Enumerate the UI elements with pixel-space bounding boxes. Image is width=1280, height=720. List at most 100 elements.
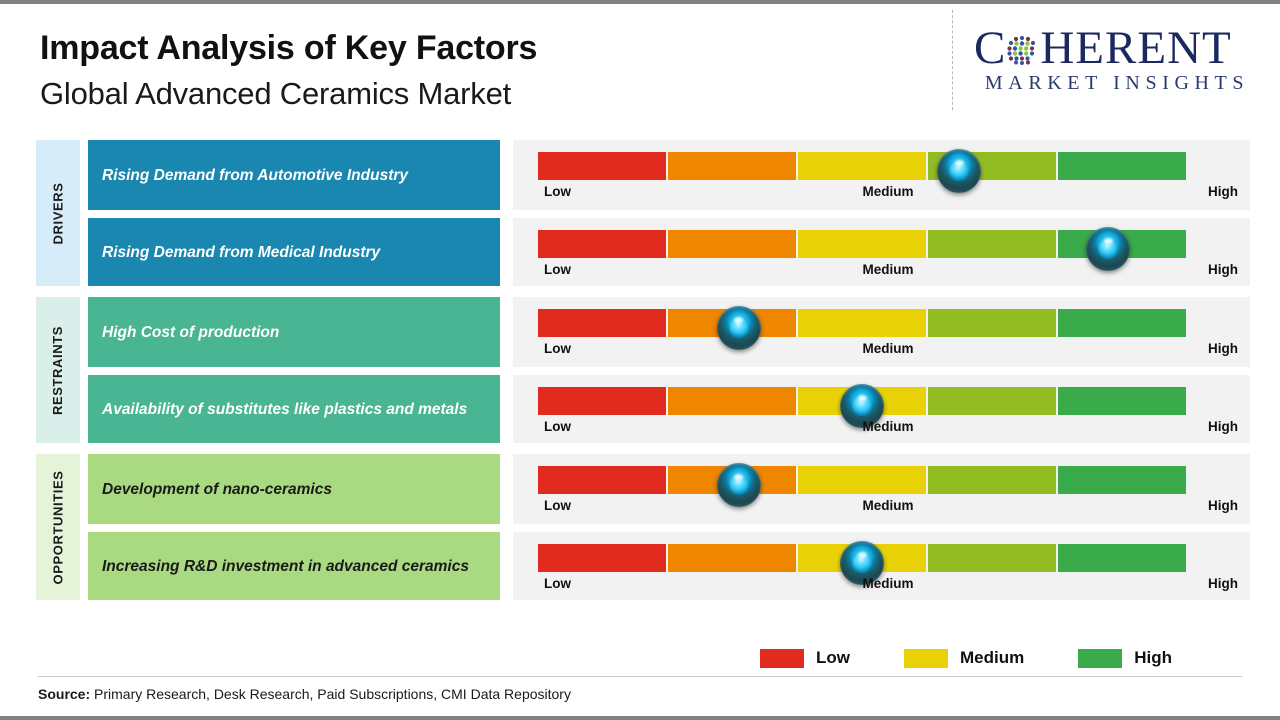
- source-label: Source:: [38, 686, 91, 702]
- logo-letter-c: C: [974, 21, 1006, 74]
- segment-medium-high: [928, 309, 1056, 337]
- source-note: Source: Primary Research, Desk Research,…: [38, 686, 571, 702]
- factor-text: Availability of substitutes like plastic…: [102, 400, 468, 418]
- scale-label-low: Low: [544, 419, 571, 434]
- segment-high: [1058, 152, 1186, 180]
- factor-column: Rising Demand from Automotive Industry R…: [88, 132, 500, 614]
- scale-label-high: High: [1208, 419, 1238, 434]
- segment-low: [538, 466, 666, 494]
- scale-label-medium: Medium: [862, 341, 914, 356]
- legend-swatch-low: [760, 648, 804, 668]
- scale-label-medium: Medium: [862, 419, 914, 434]
- impact-marker[interactable]: [716, 463, 761, 507]
- segment-medium-high: [928, 544, 1056, 572]
- gauge-column: Low Medium High Low Medium High: [513, 132, 1250, 614]
- impact-track: [538, 227, 1186, 271]
- segment-high: [1058, 466, 1186, 494]
- gauge-row[interactable]: Low Medium High: [513, 297, 1250, 367]
- logo-divider: [952, 10, 953, 110]
- factor-text: Development of nano-ceramics: [102, 480, 332, 498]
- segment-low-medium: [668, 152, 796, 180]
- factor-label-row[interactable]: High Cost of production: [88, 297, 500, 367]
- category-column: DRIVERS RESTRAINTS OPPORTUNITIES: [36, 132, 80, 614]
- legend-swatch-high: [1078, 648, 1123, 668]
- scale-labels: Low Medium High: [538, 184, 1238, 204]
- impact-marker[interactable]: [840, 541, 884, 585]
- scale-labels: Low Medium High: [538, 262, 1238, 282]
- scale-label-high: High: [1208, 184, 1238, 199]
- segment-low-medium: [668, 230, 796, 258]
- gauge-row[interactable]: Low Medium High: [513, 532, 1250, 600]
- impact-marker[interactable]: [1086, 227, 1131, 271]
- legend-label: Medium: [960, 648, 1025, 667]
- scale-label-low: Low: [544, 341, 571, 356]
- logo-tagline: MARKET INSIGHTS: [984, 72, 1250, 94]
- source-text: Primary Research, Desk Research, Paid Su…: [90, 686, 571, 702]
- logo-word-rest: HERENT: [1040, 21, 1232, 74]
- category-label: RESTRAINTS: [50, 325, 66, 415]
- segment-low: [538, 309, 666, 337]
- scale-label-high: High: [1208, 341, 1238, 356]
- bottom-border: [0, 716, 1280, 720]
- gauge-row[interactable]: Low Medium High: [513, 375, 1250, 443]
- factor-label-row[interactable]: Rising Demand from Automotive Industry: [88, 140, 500, 210]
- segment-medium-high: [928, 387, 1056, 415]
- legend-swatch-medium: [904, 648, 948, 668]
- scale-label-high: High: [1208, 576, 1238, 591]
- scale-label-low: Low: [544, 262, 571, 277]
- segment-low: [538, 387, 666, 415]
- legend-label: High: [1134, 648, 1173, 667]
- scale-label-medium: Medium: [862, 262, 914, 277]
- header: Impact Analysis of Key Factors Global Ad…: [40, 28, 537, 116]
- impact-track: [538, 306, 1186, 350]
- segment-high: [1058, 544, 1186, 572]
- factor-text: Rising Demand from Automotive Industry: [102, 166, 409, 184]
- gauge-row[interactable]: Low Medium High: [513, 454, 1250, 524]
- scale-label-low: Low: [544, 184, 571, 199]
- impact-marker[interactable]: [840, 384, 884, 428]
- legend-item-low: Low: [760, 648, 850, 668]
- impact-track: [538, 541, 1186, 585]
- page-subtitle: Global Advanced Ceramics Market: [40, 76, 512, 111]
- scale-label-medium: Medium: [862, 498, 914, 513]
- scale-label-high: High: [1208, 262, 1238, 277]
- scale-labels: Low Medium High: [538, 419, 1238, 439]
- segment-medium: [798, 466, 926, 494]
- factor-label-row[interactable]: Increasing R&D investment in advanced ce…: [88, 532, 500, 600]
- category-drivers: DRIVERS: [36, 140, 80, 286]
- gauge-row[interactable]: Low Medium High: [513, 140, 1250, 210]
- category-opportunities: OPPORTUNITIES: [36, 454, 80, 600]
- impact-track: [538, 463, 1186, 507]
- factor-label-row[interactable]: Development of nano-ceramics: [88, 454, 500, 524]
- factor-label-row[interactable]: Availability of substitutes like plastic…: [88, 375, 500, 443]
- category-label: DRIVERS: [50, 182, 66, 244]
- impact-track: [538, 384, 1186, 428]
- scale-label-high: High: [1208, 498, 1238, 513]
- factor-label-row[interactable]: Rising Demand from Medical Industry: [88, 218, 500, 286]
- page-title: Impact Analysis of Key Factors: [40, 29, 538, 67]
- segment-high: [1058, 387, 1186, 415]
- top-border: [0, 0, 1280, 4]
- segment-high: [1058, 309, 1186, 337]
- company-logo: C: [936, 8, 1258, 112]
- scale-labels: Low Medium High: [538, 341, 1238, 361]
- impact-marker[interactable]: [716, 306, 761, 350]
- factor-text: High Cost of production: [102, 323, 280, 341]
- segment-low: [538, 230, 666, 258]
- segment-low-medium: [668, 387, 796, 415]
- scale-label-medium: Medium: [862, 184, 914, 199]
- segment-low: [538, 152, 666, 180]
- gauge-row[interactable]: Low Medium High: [513, 218, 1250, 286]
- legend: Low Medium High: [760, 644, 1220, 672]
- segment-medium: [798, 152, 926, 180]
- impact-marker[interactable]: [937, 149, 982, 193]
- segment-low-medium: [668, 544, 796, 572]
- category-restraints: RESTRAINTS: [36, 297, 80, 443]
- scale-labels: Low Medium High: [538, 576, 1238, 596]
- segment-medium: [798, 230, 926, 258]
- legend-label: Low: [816, 648, 850, 667]
- legend-item-high: High: [1078, 648, 1172, 668]
- footer-divider: [38, 676, 1242, 677]
- segment-low: [538, 544, 666, 572]
- factor-text: Increasing R&D investment in advanced ce…: [102, 557, 469, 575]
